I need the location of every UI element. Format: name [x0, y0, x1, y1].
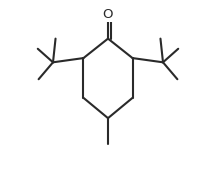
Text: O: O: [103, 8, 113, 22]
